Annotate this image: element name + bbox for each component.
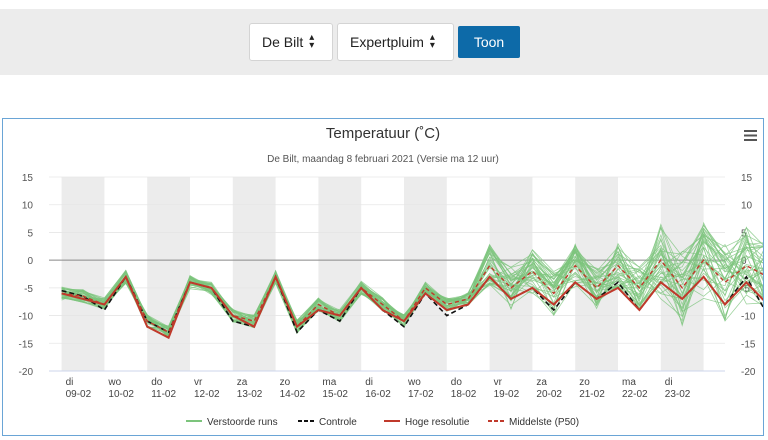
x-tick-day: wo: [107, 377, 121, 388]
perturbed-run-line: [61, 254, 768, 335]
day-band: [318, 177, 362, 371]
y-tick-label: 15: [741, 173, 753, 184]
x-tick-day: ma: [622, 377, 636, 388]
x-tick-date: 09-02: [66, 389, 92, 400]
select-caret-icon: ▴ ▾: [429, 32, 435, 51]
y-tick-label: -5: [24, 284, 33, 295]
x-tick-date: 12-02: [194, 389, 220, 400]
y-tick-label: -15: [741, 339, 756, 350]
x-tick-day: ma: [322, 377, 336, 388]
x-tick-day: zo: [579, 377, 590, 388]
y-tick-label: -15: [19, 339, 34, 350]
x-tick-day: za: [237, 377, 248, 388]
y-tick-label: 5: [27, 228, 33, 239]
x-tick-day: do: [451, 377, 463, 388]
perturbed-run-line: [61, 221, 768, 331]
x-tick-date: 23-02: [665, 389, 691, 400]
x-tick-date: 21-02: [579, 389, 605, 400]
x-tick-day: di: [66, 377, 74, 388]
x-tick-date: 17-02: [408, 389, 434, 400]
location-select-value: De Bilt: [262, 34, 304, 50]
y-tick-label: -10: [19, 312, 34, 323]
x-tick-date: 15-02: [322, 389, 348, 400]
series-line: [61, 274, 768, 340]
legend-label[interactable]: Hoge resolutie: [405, 417, 470, 428]
x-tick-date: 11-02: [151, 389, 176, 400]
main-series: [61, 258, 768, 340]
x-tick-day: do: [151, 377, 163, 388]
day-band: [232, 177, 276, 371]
x-tick-day: vr: [194, 377, 203, 388]
x-tick-day: di: [365, 377, 373, 388]
x-tick-date: 16-02: [365, 389, 391, 400]
x-tick-day: vr: [494, 377, 503, 388]
legend-label[interactable]: Middelste (P50): [509, 417, 579, 428]
chart-container: 15 10 5 0 -5 -10 -15 -20 15 10 5 0 -5 -10 -15 -20 di 09…: [2, 118, 768, 436]
perturbed-run-line: [61, 226, 768, 330]
show-button[interactable]: Toon: [458, 26, 520, 58]
x-axis: di09-02wo10-02do11-02vr12-02za13-02zo14-…: [49, 370, 725, 400]
y-tick-label: -20: [741, 367, 756, 378]
y-tick-label: 10: [22, 201, 34, 212]
y-tick-label: -20: [19, 367, 34, 378]
location-select[interactable]: De Bilt ▴ ▾: [249, 23, 333, 61]
y-tick-label: 10: [741, 201, 753, 212]
select-caret-icon: ▴ ▾: [309, 32, 315, 51]
legend: Verstoorde runs Controle Hoge resolutie Mid…: [186, 417, 579, 428]
x-tick-day: di: [665, 377, 673, 388]
chart-title: Temperatuur (˚C): [326, 125, 440, 142]
x-tick-day: zo: [280, 377, 291, 388]
x-tick-date: 22-02: [622, 389, 648, 400]
product-select[interactable]: Expertpluim ▴ ▾: [337, 23, 454, 61]
day-band: [61, 177, 105, 371]
x-tick-date: 18-02: [451, 389, 477, 400]
y-axis-left: 15 10 5 0 -5 -10 -15 -20: [19, 173, 34, 378]
chart-subtitle: De Bilt, maandag 8 februari 2021 (Versie…: [267, 154, 499, 165]
perturbed-run-line: [61, 240, 768, 338]
legend-label[interactable]: Verstoorde runs: [207, 417, 278, 428]
x-tick-date: 10-02: [108, 389, 134, 400]
perturbed-run-line: [61, 259, 768, 331]
menu-icon[interactable]: [744, 130, 757, 141]
x-tick-day: wo: [407, 377, 421, 388]
x-tick-date: 20-02: [536, 389, 562, 400]
x-tick-date: 19-02: [494, 389, 520, 400]
x-tick-date: 13-02: [237, 389, 263, 400]
y-tick-label: 15: [22, 173, 34, 184]
legend-label[interactable]: Controle: [319, 417, 357, 428]
product-select-value: Expertpluim: [350, 34, 424, 50]
x-tick-day: za: [536, 377, 547, 388]
y-tick-label: -10: [741, 312, 756, 323]
x-tick-date: 14-02: [280, 389, 306, 400]
y-tick-label: 0: [27, 256, 33, 267]
toolbar: De Bilt ▴ ▾ Expertpluim ▴ ▾ Toon: [0, 9, 768, 75]
day-band: [147, 177, 190, 371]
perturbed-run-line: [61, 243, 768, 333]
day-band: [404, 177, 447, 371]
